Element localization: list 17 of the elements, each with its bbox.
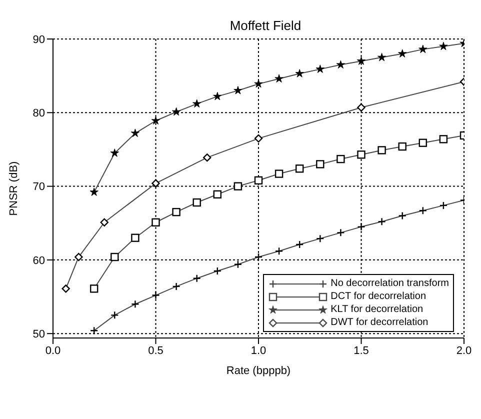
y-tick-label: 60	[32, 254, 45, 267]
x-tick-label: 1.0	[250, 344, 266, 357]
chart-title: Moffett Field	[228, 18, 302, 33]
y-tick-label: 80	[32, 108, 45, 120]
legend-label: DWT for decorrelation	[330, 317, 428, 328]
y-tick-label: 50	[32, 328, 45, 340]
x-tick-label: 2.0	[456, 344, 472, 357]
x-tick-label: 1.5	[354, 344, 369, 357]
y-tick-label: 70	[32, 181, 45, 194]
y-axis-title: PNSR (dB)	[8, 161, 20, 216]
x-axis-title: Rate (bpppb)	[226, 365, 291, 377]
y-tick-label: 90	[32, 34, 45, 46]
legend-label: No decorrelation transform	[330, 278, 449, 289]
x-tick-label: 0.0	[45, 344, 61, 357]
legend-label: DCT for decorrelation	[330, 291, 426, 302]
legend-label: KLT for decorrelation	[330, 304, 424, 315]
x-tick-label: 0.5	[148, 344, 164, 357]
